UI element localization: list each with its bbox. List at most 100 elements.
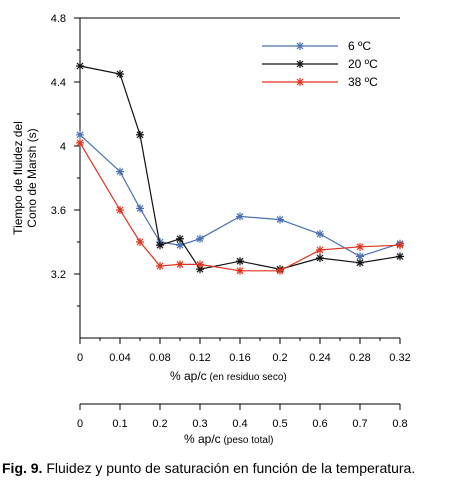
legend-label-20-c: 20 ºC xyxy=(348,57,378,71)
data-point-6-c xyxy=(116,167,124,176)
marker-stroke xyxy=(156,262,164,270)
data-point-20-c xyxy=(116,70,124,78)
x-tick-label: 0 xyxy=(77,352,83,364)
marker-stroke xyxy=(276,267,284,275)
y-tick-label: 3.6 xyxy=(51,205,66,217)
marker-stroke xyxy=(196,235,204,243)
data-point-20-c xyxy=(136,130,144,139)
x-tick-label: 0.32 xyxy=(389,352,410,364)
x2-tick-label: 0.5 xyxy=(272,418,287,430)
y-axis-label: Tiempo de fluidez delCono de Marsh (s) xyxy=(11,121,39,235)
y-tick-label: 4 xyxy=(60,141,66,153)
x-tick-label: 0.04 xyxy=(109,352,130,364)
x2-tick-label: 0.4 xyxy=(232,418,247,430)
figure-caption-text: Fluidez y punto de saturación en función… xyxy=(42,460,416,476)
legend-marker-20-c xyxy=(296,60,304,68)
data-point-38-c xyxy=(176,260,184,269)
x-tick-label: 0.08 xyxy=(149,352,170,364)
x-axis-label-main: % ap/c xyxy=(170,369,207,383)
x-tick-label: 0.2 xyxy=(272,352,287,364)
y-axis-label-line1: Tiempo de fluidez del xyxy=(11,121,25,235)
x2-tick-label: 0.6 xyxy=(312,418,327,430)
marker-stroke xyxy=(116,206,124,214)
data-point-38-c xyxy=(316,246,324,254)
data-point-6-c xyxy=(176,241,184,250)
data-point-38-c xyxy=(116,206,124,214)
data-point-20-c xyxy=(156,241,164,250)
legend-marker-38-c xyxy=(296,78,304,86)
marker-stroke xyxy=(136,238,144,246)
marker-stroke xyxy=(396,252,404,260)
marker-stroke xyxy=(316,246,324,254)
series-line-6-c xyxy=(79,134,401,258)
marker-stroke xyxy=(316,254,324,262)
x2-tick-label: 0 xyxy=(77,418,83,430)
data-point-6-c xyxy=(136,204,144,213)
x-axis-label-note: (en residuo seco) xyxy=(207,372,287,383)
data-point-38-c xyxy=(236,266,244,275)
x2-axis-label-main: % ap/c xyxy=(184,432,221,446)
x2-tick-label: 0.3 xyxy=(192,418,207,430)
data-point-38-c xyxy=(136,238,144,246)
legend-label-38-c: 38 ºC xyxy=(348,75,378,89)
data-point-6-c xyxy=(196,234,204,243)
data-point-38-c xyxy=(276,266,284,275)
data-point-38-c xyxy=(356,242,364,251)
marker-stroke xyxy=(76,139,84,147)
marker-stroke xyxy=(296,78,304,86)
legend-marker-6-c xyxy=(296,42,304,50)
data-point-38-c xyxy=(396,241,404,250)
marker-stroke xyxy=(136,131,144,139)
marker-stroke xyxy=(396,241,404,249)
data-point-38-c xyxy=(76,138,84,147)
data-point-6-c xyxy=(316,230,324,238)
marker-stroke xyxy=(156,241,164,249)
marker-stroke xyxy=(356,243,364,251)
data-point-38-c xyxy=(156,262,164,270)
data-point-6-c xyxy=(276,215,284,224)
x2-axis-label: % ap/c (peso total) xyxy=(184,432,274,446)
x-tick-label: 0.28 xyxy=(349,352,370,364)
figure-label: Fig. 9. xyxy=(2,460,43,476)
marker-stroke xyxy=(76,131,84,139)
x-tick-label: 0.24 xyxy=(309,352,330,364)
marker-stroke xyxy=(176,235,184,243)
chart: 4.8 4.4 4 3.6 3.2 0 0.04 0.08 0.12 0.16 0.2 0.24 0.2… xyxy=(11,13,411,446)
marker-stroke xyxy=(356,252,364,260)
data-point-20-c xyxy=(356,258,364,267)
figure-caption: Fig. 9. Fluidez y punto de saturación en… xyxy=(2,460,452,476)
marker-stroke xyxy=(296,42,304,50)
y-tick-label: 3.2 xyxy=(51,269,66,281)
data-point-20-c xyxy=(396,252,404,261)
marker-stroke xyxy=(296,60,304,68)
data-point-20-c xyxy=(316,254,324,262)
x2-axis-label-note: (peso total) xyxy=(221,435,274,446)
x-tick-label: 0.12 xyxy=(189,352,210,364)
x2-tick-label: 0.1 xyxy=(112,418,127,430)
data-point-38-c xyxy=(196,260,204,269)
data-point-20-c xyxy=(76,62,84,70)
marker-stroke xyxy=(116,70,124,78)
marker-stroke xyxy=(236,257,244,265)
marker-stroke xyxy=(196,260,204,268)
marker-stroke xyxy=(356,259,364,267)
marker-stroke xyxy=(276,216,284,224)
y-axis-label-line2: Cono de Marsh (s) xyxy=(25,128,39,227)
x-tick-label: 0.16 xyxy=(229,352,250,364)
marker-stroke xyxy=(236,267,244,275)
y-tick-label: 4.8 xyxy=(51,13,66,25)
y-tick-label: 4.4 xyxy=(51,77,66,89)
marker-stroke xyxy=(136,204,144,212)
legend-label-6-c: 6 ºC xyxy=(348,39,371,53)
marker-stroke xyxy=(176,241,184,249)
marker-stroke xyxy=(176,260,184,268)
marker-stroke xyxy=(316,230,324,238)
series-line-20-c xyxy=(79,65,401,270)
data-point-6-c xyxy=(236,212,244,221)
x2-tick-label: 0.2 xyxy=(152,418,167,430)
x2-tick-label: 0.8 xyxy=(392,418,407,430)
x2-tick-label: 0.7 xyxy=(352,418,367,430)
marker-stroke xyxy=(116,168,124,176)
marker-stroke xyxy=(236,212,244,220)
marker-stroke xyxy=(76,62,84,70)
